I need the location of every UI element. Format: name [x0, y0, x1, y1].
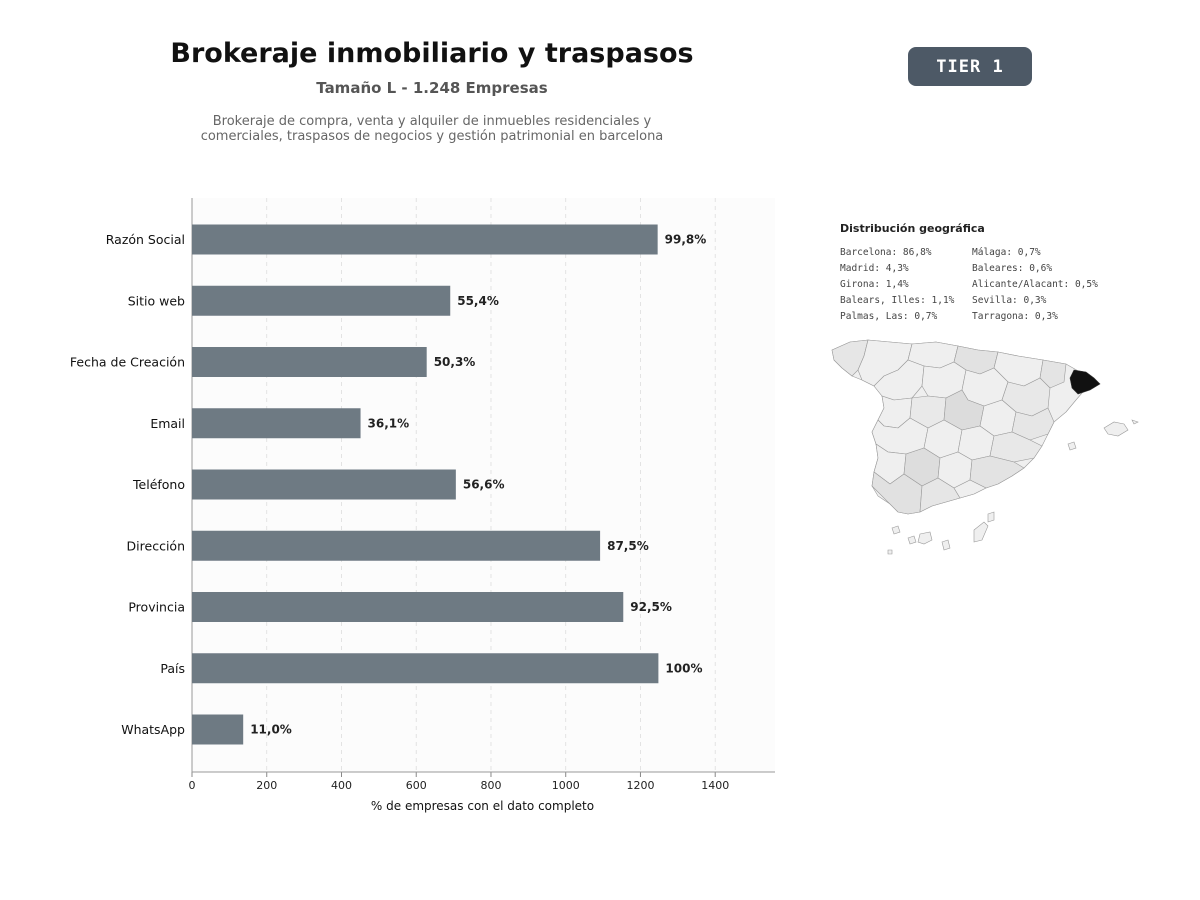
y-category-label: WhatsApp: [121, 722, 185, 737]
y-category-label: Razón Social: [106, 232, 185, 247]
chart-description: Brokeraje de compra, venta y alquiler de…: [182, 114, 682, 144]
bar: [192, 530, 601, 561]
y-category-label: Dirección: [127, 538, 185, 553]
data-label: 36,1%: [368, 416, 410, 430]
bar: [192, 714, 244, 745]
map-region: [871, 471, 923, 515]
map-island: [1131, 419, 1139, 425]
data-label: 87,5%: [607, 539, 649, 553]
x-tick-label: 800: [480, 779, 501, 792]
y-category-label: Provincia: [128, 600, 185, 615]
geo-distribution-list: Barcelona: 86,8% Málaga: 0,7% Madrid: 4,…: [840, 245, 1112, 325]
geo-item: Baleares: 0,6%: [972, 263, 1053, 274]
data-label: 50,3%: [434, 355, 476, 369]
map-region: [873, 359, 925, 401]
description-line-1: Brokeraje de compra, venta y alquiler de…: [212, 114, 652, 129]
barcelona-region: [1069, 369, 1101, 395]
geo-item: Palmas, Las: 0,7%: [840, 311, 938, 322]
y-category-label: Fecha de Creación: [70, 355, 185, 370]
geo-item: Girona: 1,4%: [840, 279, 909, 290]
bar: [192, 469, 456, 500]
y-category-label: Sitio web: [128, 293, 185, 308]
bar: [192, 653, 659, 684]
geo-item: Sevilla: 0,3%: [972, 295, 1047, 306]
data-label: 55,4%: [457, 294, 499, 308]
map-island: [1067, 441, 1077, 451]
map-region: [919, 477, 961, 513]
map-island: [987, 511, 995, 523]
bar-chart: 0 200 400 600 800 1000 1200 1400 Razón Social 99,…: [70, 198, 775, 813]
data-label: 100%: [665, 661, 702, 675]
data-label: 56,6%: [463, 478, 505, 492]
geo-item: Alicante/Alacant: 0,5%: [972, 279, 1098, 290]
map-island: [917, 531, 933, 545]
geo-distribution-title: Distribución geográfica: [840, 222, 985, 235]
geo-item: Tarragona: 0,3%: [972, 311, 1058, 322]
map-island: [941, 539, 951, 551]
map-island: [907, 535, 917, 545]
x-tick-label: 1000: [552, 779, 580, 792]
x-tick-label: 400: [331, 779, 352, 792]
x-tick-label: 1200: [626, 779, 654, 792]
map-island: [973, 521, 989, 543]
tier-badge: TIER 1: [908, 47, 1032, 86]
chart-subtitle: Tamaño L - 1.248 Empresas: [316, 79, 548, 97]
y-category-label: País: [160, 661, 185, 676]
map-island: [891, 525, 901, 535]
x-axis-label: % de empresas con el dato completo: [371, 799, 594, 813]
y-category-label: Teléfono: [132, 477, 185, 492]
geo-item: Málaga: 0,7%: [972, 247, 1041, 258]
y-category-label: Email: [150, 416, 185, 431]
geo-item: Barcelona: 86,8%: [840, 247, 932, 258]
bar: [192, 285, 451, 316]
spain-map: [831, 339, 1139, 555]
geo-item: Madrid: 4,3%: [840, 263, 909, 274]
x-tick-label: 0: [189, 779, 196, 792]
bar: [192, 592, 624, 622]
bar: [192, 408, 361, 439]
map-island: [887, 549, 893, 555]
x-tick-label: 200: [256, 779, 277, 792]
data-label: 99,8%: [665, 233, 707, 247]
map-region: [953, 479, 987, 499]
map-island: [1103, 421, 1129, 437]
geo-item: Balears, Illes: 1,1%: [840, 295, 955, 306]
map-region: [1039, 359, 1067, 389]
bar: [192, 347, 427, 377]
bar: [192, 224, 658, 255]
chart-title: Brokeraje inmobiliario y traspasos: [170, 38, 694, 69]
description-line-2: comerciales, traspasos de negocios y ges…: [200, 129, 664, 144]
x-tick-label: 600: [406, 779, 427, 792]
x-tick-label: 1400: [701, 779, 729, 792]
data-label: 92,5%: [630, 600, 672, 614]
data-label: 11,0%: [250, 723, 292, 737]
